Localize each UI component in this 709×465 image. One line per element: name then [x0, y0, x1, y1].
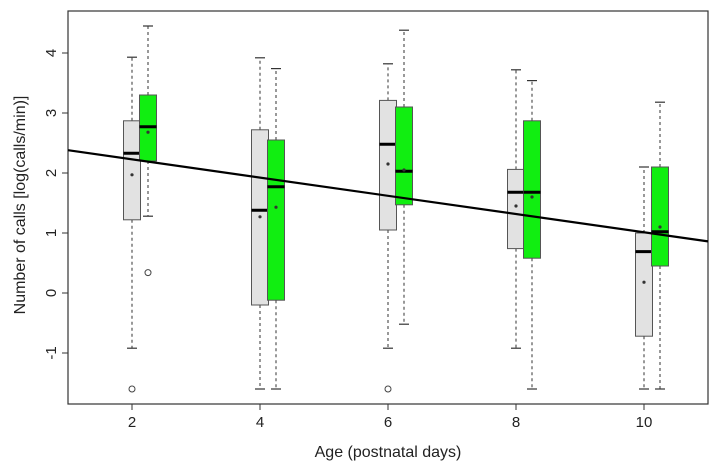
series-1-box-1-outlier-1: [128, 385, 136, 393]
series-2-box-4: [523, 120, 541, 259]
y-tick-label--1: -1: [43, 346, 60, 359]
series-1-box-2-mean-point: [258, 215, 262, 219]
series-2-box-3: [395, 106, 413, 206]
chart-marks: [67, 25, 709, 393]
regression-line: [67, 149, 709, 243]
series-1-box-4: [507, 168, 525, 250]
x-axis-title: Age (postnatal days): [315, 444, 462, 461]
x-tick-label-2: 2: [128, 414, 136, 431]
x-tick-label-8: 8: [512, 414, 520, 431]
y-tick-label-2: 2: [43, 169, 60, 177]
series-1-box-3-mean-point: [386, 162, 390, 166]
series-1-box-5-mean-point: [642, 280, 646, 284]
series-1-box-5: [635, 232, 653, 337]
series-2-box-2-mean-point: [274, 205, 278, 209]
series-1-box-3-outlier-1: [384, 385, 392, 393]
series-2-box-4-mean-point: [530, 195, 534, 199]
series-1-box-1-mean-point: [130, 173, 134, 177]
series-1-box-4-mean-point: [514, 204, 518, 208]
x-tick-label-6: 6: [384, 414, 392, 431]
series-2-box-5-mean-point: [658, 225, 662, 229]
series-2-box-1-mean-point: [146, 130, 150, 134]
series-2-box-3-mean-point: [402, 168, 406, 172]
chart-axes: 2 4 6 8 10 -1 0 1 2 3 4: [43, 49, 652, 431]
y-axis-title: Number of calls [log(calls/min)]: [12, 96, 29, 315]
series-2-box-5: [651, 166, 669, 267]
y-tick-label-3: 3: [43, 109, 60, 117]
series-2-box-1-outlier-1: [144, 269, 152, 277]
y-tick-label-1: 1: [43, 229, 60, 237]
series-2-box-2: [267, 139, 285, 301]
y-tick-label-4: 4: [43, 49, 60, 57]
x-tick-label-4: 4: [256, 414, 264, 431]
x-tick-label-10: 10: [636, 414, 653, 431]
series-1-box-1: [123, 120, 141, 221]
y-tick-label-0: 0: [43, 289, 60, 297]
